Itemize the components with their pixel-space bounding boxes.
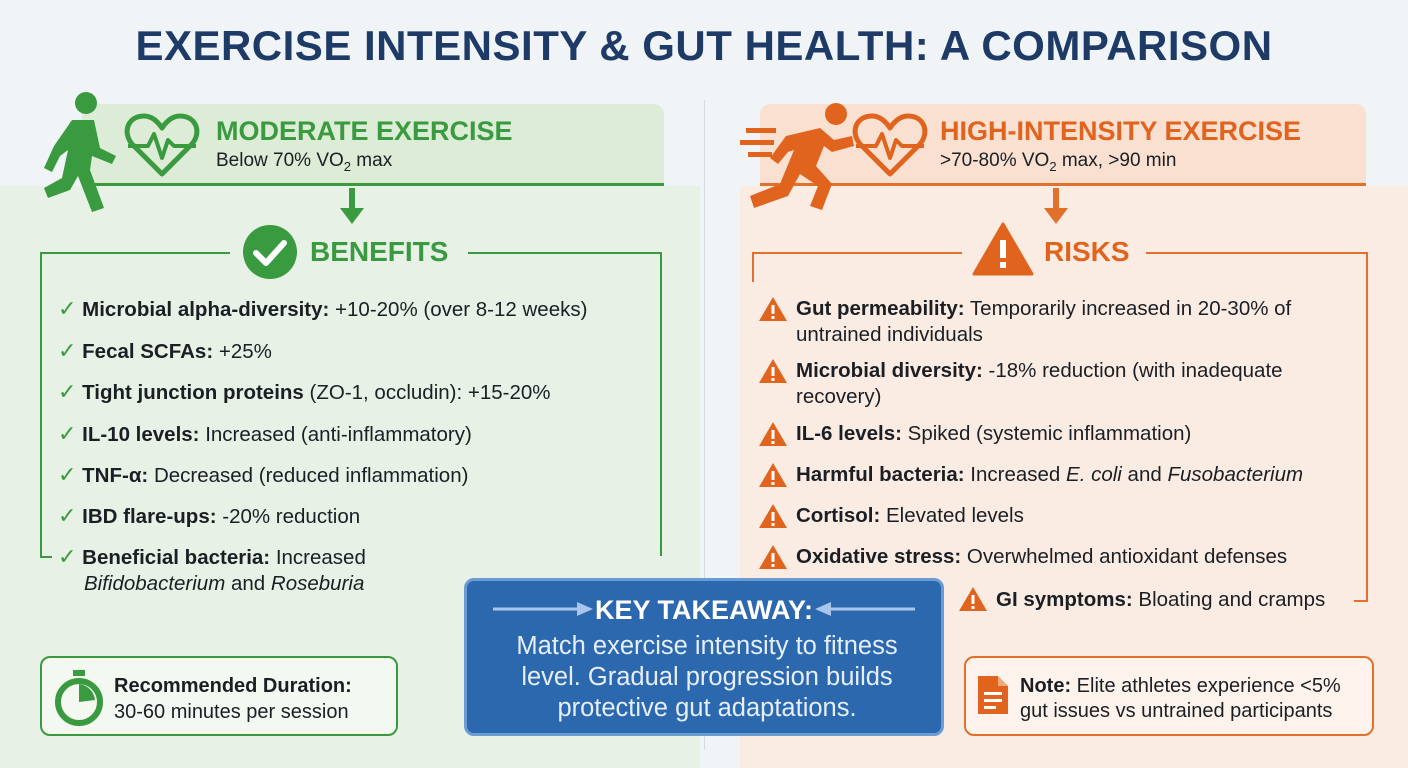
- key-takeaway-box: KEY TAKEAWAY: Match exercise intensity t…: [464, 578, 944, 736]
- check-icon: ✓: [58, 379, 77, 404]
- key-takeaway-title: KEY TAKEAWAY:: [594, 595, 814, 625]
- checkmark-circle-icon: [243, 225, 297, 279]
- check-icon: ✓: [58, 338, 77, 363]
- risks-bracket-left: [752, 252, 962, 254]
- document-icon: [978, 676, 1008, 714]
- benefits-bracket-side: [40, 252, 42, 558]
- risks-bracket-right: [1146, 252, 1368, 254]
- heart-pulse-icon: [124, 113, 200, 177]
- benefits-bracket-side-right: [660, 252, 662, 556]
- risks-bracket-side: [752, 252, 754, 282]
- warning-triangle-icon: [759, 463, 787, 487]
- risks-heading: RISKS: [1044, 236, 1130, 267]
- benefits-bracket-right: [468, 252, 662, 254]
- warning-triangle-icon: [759, 422, 787, 446]
- check-icon: ✓: [58, 296, 77, 321]
- center-divider: [704, 100, 705, 750]
- benefit-item: ✓ Tight junction proteins (ZO-1, occludi…: [58, 379, 551, 404]
- note-text-line2: gut issues vs untrained participants: [1020, 700, 1333, 722]
- risks-bracket-foot: [1354, 600, 1368, 602]
- moderate-header-underline: [82, 183, 664, 186]
- risk-item: Gut permeability: Temporarily increased …: [796, 297, 1292, 346]
- risk-item: Cortisol: Elevated levels: [796, 504, 1024, 527]
- warning-triangle-icon: [759, 359, 787, 383]
- benefits-bracket-left: [40, 252, 230, 254]
- moderate-heading: MODERATE EXERCISE: [216, 116, 513, 146]
- check-icon: ✓: [58, 421, 77, 446]
- warning-triangle-icon: [972, 222, 1034, 276]
- duration-value: 30-60 minutes per session: [114, 701, 349, 723]
- check-icon: ✓: [58, 503, 77, 528]
- note-text: Note: Elite athletes experience <5%: [1020, 675, 1341, 697]
- sprinting-person-icon: [740, 103, 854, 210]
- risks-bracket-side-right: [1366, 252, 1368, 602]
- risk-item: Oxidative stress: Overwhelmed antioxidan…: [796, 545, 1288, 568]
- benefits-bracket-foot: [40, 556, 52, 558]
- warning-triangle-icon: [759, 545, 787, 569]
- risk-item: IL-6 levels: Spiked (systemic inflammati…: [796, 422, 1192, 445]
- arrow-right-icon: [493, 602, 593, 616]
- down-arrow-icon: [340, 188, 364, 224]
- benefit-item: ✓ TNF-α: Decreased (reduced inflammation…: [58, 462, 469, 487]
- down-arrow-icon: [1044, 188, 1068, 224]
- key-takeaway-body: Match exercise intensity to fitness leve…: [516, 632, 898, 722]
- walking-person-icon: [44, 92, 116, 212]
- check-icon: ✓: [58, 462, 77, 487]
- high-intensity-heading: HIGH-INTENSITY EXERCISE: [940, 116, 1302, 146]
- heart-pulse-icon: [852, 113, 928, 177]
- note-box: [964, 656, 1374, 736]
- check-icon: ✓: [58, 544, 77, 569]
- benefit-item: ✓ IL-10 levels: Increased (anti-inflamma…: [58, 421, 472, 446]
- benefit-item: ✓ Microbial alpha-diversity: +10-20% (ov…: [58, 296, 588, 321]
- benefit-item: ✓ IBD flare-ups: -20% reduction: [58, 503, 361, 528]
- page-title: EXERCISE INTENSITY & GUT HEALTH: A COMPA…: [135, 22, 1273, 69]
- high-intensity-subtitle: >70-80% VO2 max, >90 min: [940, 150, 1177, 174]
- risk-item: Microbial diversity: -18% reduction (wit…: [796, 359, 1283, 408]
- warning-triangle-icon: [959, 587, 987, 611]
- warning-triangle-icon: [759, 504, 787, 528]
- benefits-heading: BENEFITS: [310, 236, 449, 267]
- benefit-item: ✓ Beneficial bacteria: Increased Bifidoba…: [58, 544, 366, 595]
- arrow-left-icon: [815, 602, 915, 616]
- warning-triangle-icon: [759, 297, 787, 321]
- duration-label: Recommended Duration:: [114, 675, 352, 697]
- risk-item: GI symptoms: Bloating and cramps: [996, 588, 1326, 611]
- risk-item: Harmful bacteria: Increased E. coli and …: [796, 463, 1304, 486]
- high-intensity-header-underline: [760, 183, 1366, 186]
- stopwatch-icon: [55, 670, 103, 726]
- moderate-subtitle: Below 70% VO2 max: [216, 150, 393, 174]
- benefit-item: ✓ Fecal SCFAs: +25%: [58, 338, 272, 363]
